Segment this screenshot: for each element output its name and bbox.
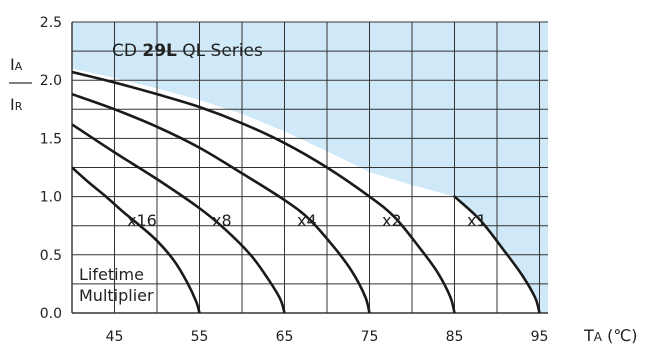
- title-suffix: QL Series: [177, 41, 263, 61]
- annotation-lifetime: Lifetime: [79, 265, 144, 284]
- title-prefix: CD: [112, 41, 142, 61]
- title-bold-part: 29L: [142, 41, 177, 61]
- curve-x1: [453, 195, 541, 313]
- curve-x2: [72, 70, 456, 313]
- curve-label-x1: x1: [467, 211, 487, 230]
- x-label-unit: (℃): [602, 326, 638, 345]
- y-tick-label: 0.5: [40, 248, 62, 264]
- y-label-numerator: IA: [10, 55, 23, 74]
- curve-x4: [72, 92, 371, 313]
- curve-label-x4: x4: [297, 211, 317, 230]
- y-tick-label: 1.0: [40, 190, 62, 206]
- x-tick-label: 55: [191, 329, 209, 345]
- y-tick-label: 0.0: [40, 306, 62, 322]
- y-tick-label: 2.5: [40, 15, 62, 31]
- x-tick-label: 95: [531, 329, 549, 345]
- y-label-denominator-sub: R: [15, 100, 23, 113]
- y-label-numerator-sub: A: [15, 60, 23, 73]
- y-label-numerator-main: I: [10, 55, 15, 74]
- curve-x8: [72, 123, 286, 313]
- curve-label-x8: x8: [212, 211, 232, 230]
- x-tick-label: 85: [446, 329, 464, 345]
- x-tick-label: 75: [361, 329, 379, 345]
- y-label-denominator-main: I: [10, 95, 15, 114]
- x-tick-label: 45: [106, 329, 124, 345]
- y-tick-label: 1.5: [40, 131, 62, 147]
- x-axis-label: TA (℃): [583, 326, 638, 345]
- x-label-sub: A: [594, 330, 603, 344]
- y-label-denominator: IR: [10, 95, 23, 114]
- chart-title: CD 29L QL Series: [112, 41, 263, 61]
- annotation-multiplier: Multiplier: [79, 286, 154, 305]
- curve-label-x2: x2: [382, 211, 402, 230]
- shaded-region: [72, 22, 548, 313]
- y-tick-label: 2.0: [40, 73, 62, 89]
- curve-x16: [72, 166, 201, 313]
- x-label-main: T: [583, 326, 594, 345]
- x-tick-label: 65: [276, 329, 294, 345]
- curve-label-x16: x16: [127, 211, 157, 230]
